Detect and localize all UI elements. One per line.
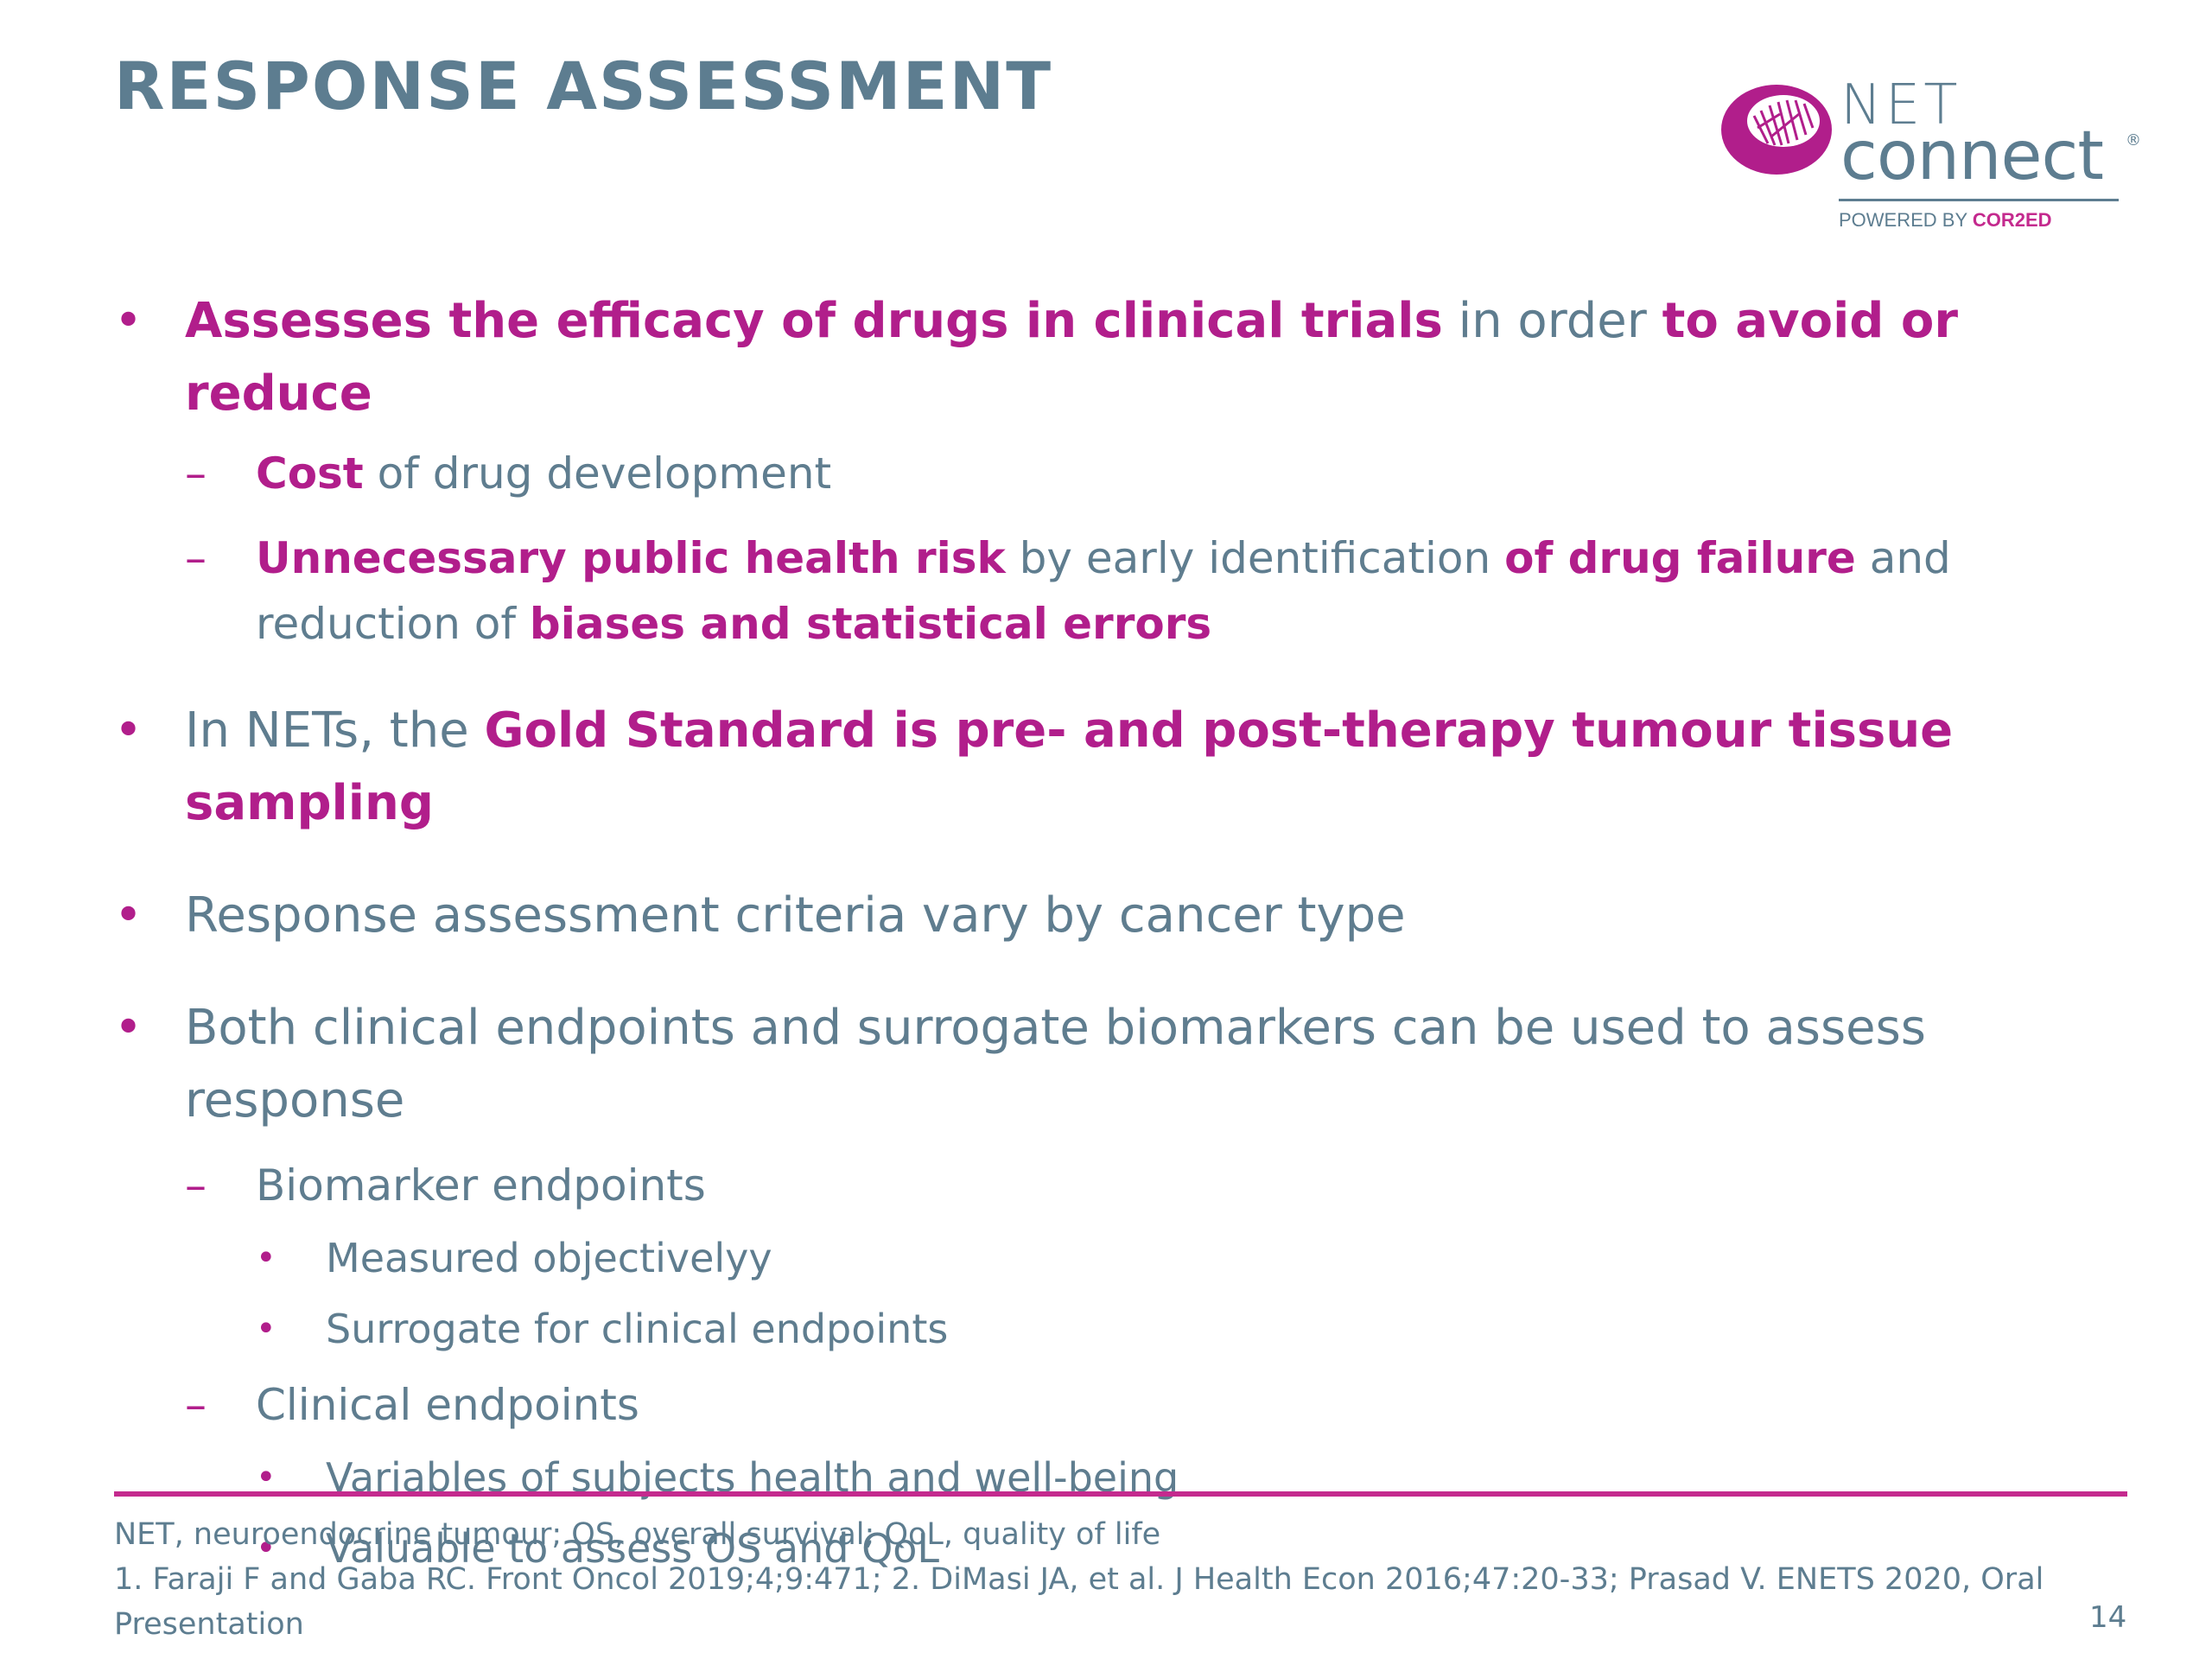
bullet-icon: • xyxy=(256,1529,276,1568)
netconnect-logo: NET connect ® POWERED BY COR2ED xyxy=(1719,76,2152,240)
list-item: • Measured objectivelyy xyxy=(114,1227,2127,1289)
bullet-endpoints: • Both clinical endpoints and surrogate … xyxy=(114,992,2127,1137)
page-number: 14 xyxy=(2089,1600,2127,1635)
list-item: • Surrogate for clinical endpoints xyxy=(114,1298,2127,1360)
dash-icon: – xyxy=(185,448,207,499)
list-item: • Valuable to assess OS and QoL xyxy=(114,1517,2127,1580)
sub-bullet-clinical-endpoints: – Clinical endpoints xyxy=(114,1372,2127,1438)
bullet-icon: • xyxy=(256,1458,276,1497)
bullet-icon: • xyxy=(114,1000,143,1056)
logo-registered-mark: ® xyxy=(2126,131,2141,149)
dash-icon: – xyxy=(185,533,207,583)
logo-powered-by: POWERED BY COR2ED xyxy=(1839,209,2052,231)
dash-icon: – xyxy=(185,1380,207,1430)
bullet-icon: • xyxy=(114,702,143,759)
list-item: • Variables of subjects health and well-… xyxy=(114,1446,2127,1509)
references: 1. Faraji F and Gaba RC. Front Oncol 201… xyxy=(114,1562,2044,1642)
logo-divider xyxy=(1839,199,2119,201)
footer-divider xyxy=(114,1491,2127,1497)
footer-notes: NET, neuroendocrine tumour; OS, overall … xyxy=(114,1512,2050,1647)
bullet-criteria: • Response assessment criteria vary by c… xyxy=(114,880,2127,952)
logo-brand: COR2ED xyxy=(1972,209,2052,231)
bullet-icon: • xyxy=(256,1238,276,1278)
bullet-icon: • xyxy=(114,887,143,944)
bullet-icon: • xyxy=(114,293,143,349)
abbreviations: NET, neuroendocrine tumour; OS, overall … xyxy=(114,1517,1161,1552)
bullet-gold-standard: • In NETs, the Gold Standard is pre- and… xyxy=(114,695,2127,840)
bullet-icon: • xyxy=(256,1309,276,1349)
slide-title: RESPONSE ASSESSMENT xyxy=(114,48,1053,124)
bullet-list: • Assesses the efficacy of drugs in clin… xyxy=(114,285,2127,1580)
sub-bullet-cost: – Cost of drug development xyxy=(114,441,2127,506)
bullet-efficacy: • Assesses the efficacy of drugs in clin… xyxy=(114,285,2127,430)
sub-bullet-biomarker-endpoints: – Biomarker endpoints xyxy=(114,1153,2127,1218)
logo-net-text: NET xyxy=(1840,73,1961,137)
dash-icon: – xyxy=(185,1160,207,1211)
sub-bullet-public-health-risk: – Unnecessary public health risk by earl… xyxy=(114,525,2127,657)
logo-emblem-icon xyxy=(1721,85,1832,175)
logo-connect-text: connect xyxy=(1840,118,2104,195)
